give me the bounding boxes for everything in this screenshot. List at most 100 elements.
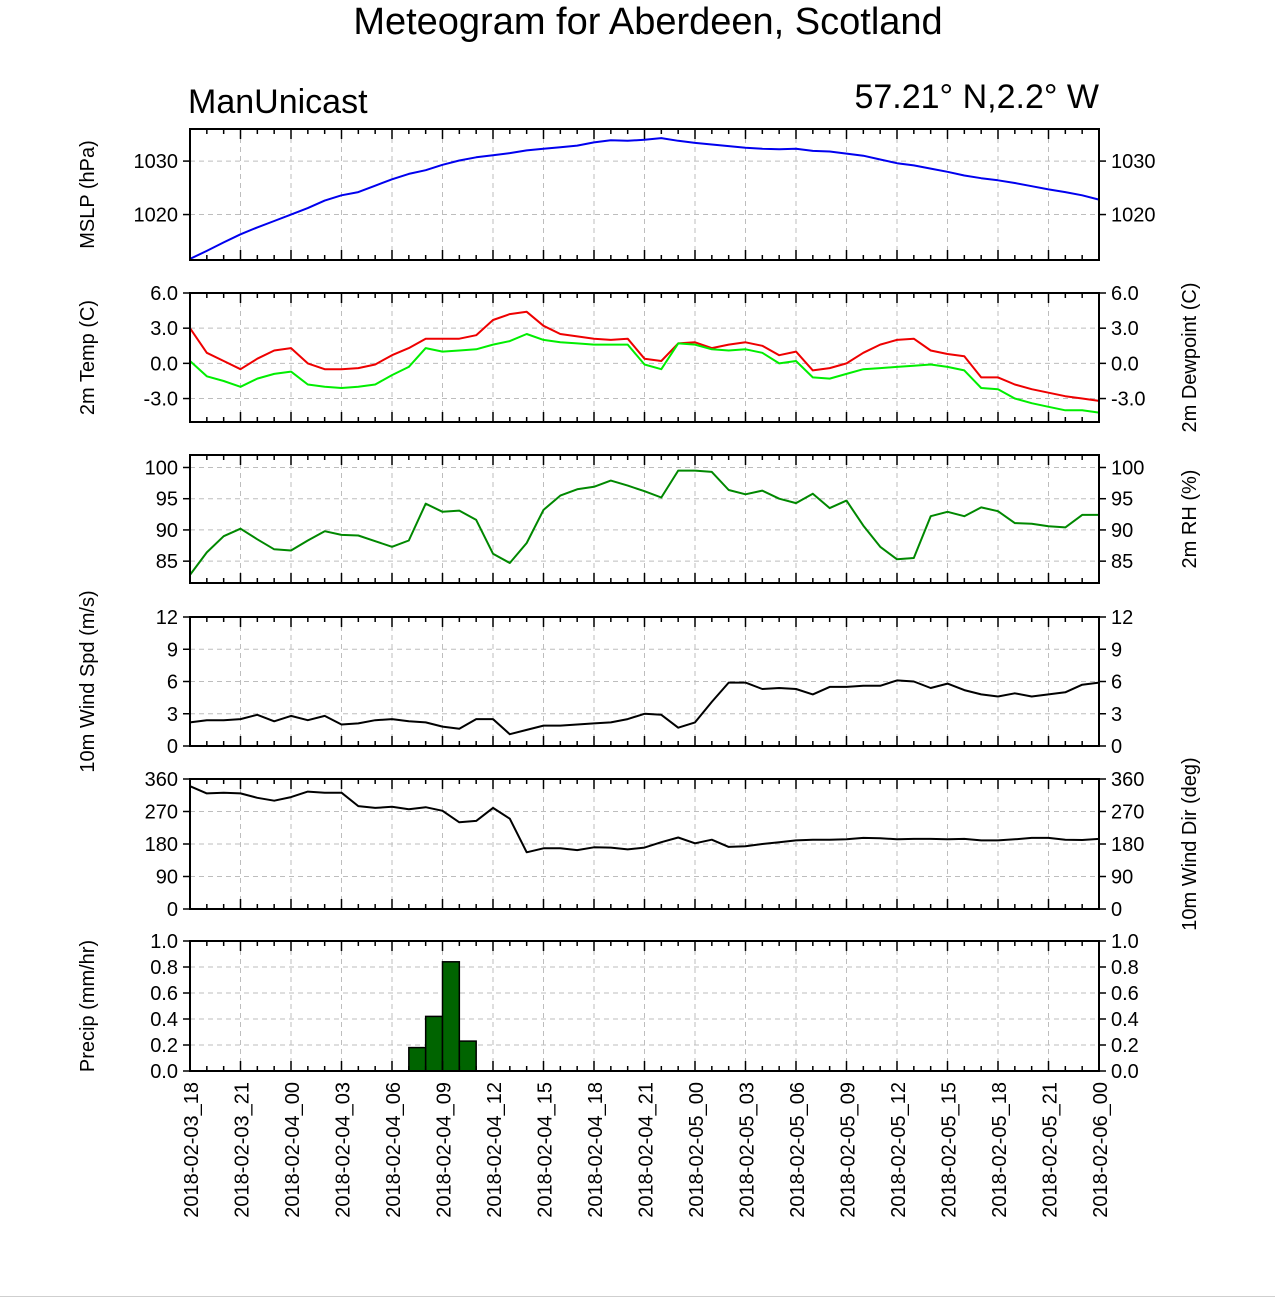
series-line-temp-1 — [189, 333, 1100, 414]
panel-precip: 0.0 0.0 0.2 0.2 0.4 0.4 0.6 0.6 0.8 0.8 1.0 1.0 Prec… — [77, 931, 1139, 1083]
panel-mslp: 1020 1020 1030 1030 MSLP (hPa) — [77, 128, 1156, 261]
y-tick-label-left: 0.0 — [150, 1061, 178, 1083]
y-tick-label-left: 90 — [156, 520, 178, 542]
y-tick-label-left: 1.0 — [150, 931, 178, 953]
series-line-wspd-0 — [189, 679, 1100, 736]
y-tick-label-left: -3.0 — [144, 389, 178, 411]
x-tick-label: 2018-02-03_18 — [181, 1082, 203, 1218]
x-tick-label: 2018-02-03_21 — [232, 1082, 254, 1218]
y-tick-label-left: 0.6 — [150, 983, 178, 1005]
y-tick-label-left: 0 — [167, 736, 178, 758]
y-tick-label-right: 1020 — [1111, 205, 1156, 227]
x-tick-label: 2018-02-04_18 — [585, 1082, 607, 1218]
y-tick-label-left: 6 — [167, 672, 178, 694]
location-coordinates: 57.21° N,2.2° W — [854, 78, 1099, 116]
x-tick-label: 2018-02-06_00 — [1090, 1082, 1112, 1218]
series-line-mslp-0 — [189, 137, 1100, 260]
y-tick-label-right: 95 — [1111, 489, 1133, 511]
x-tick-label: 2018-02-05_18 — [989, 1082, 1011, 1218]
y-tick-label-left: 90 — [156, 867, 178, 889]
y-tick-label-right: 270 — [1111, 802, 1144, 824]
y-tick-label-right: 9 — [1111, 639, 1122, 661]
y-tick-label-left: 270 — [145, 802, 178, 824]
divider — [0, 1296, 1275, 1297]
y-tick-label-right: 6 — [1111, 672, 1122, 694]
y-tick-label-right: 100 — [1111, 457, 1144, 479]
panel-rh: 85 85 90 90 95 95 100 100 2m RH (%) — [145, 454, 1201, 584]
x-tick-label: 2018-02-05_03 — [737, 1082, 759, 1218]
y-axis-label-left: MSLP (hPa) — [77, 140, 99, 249]
x-tick-label: 2018-02-05_06 — [787, 1082, 809, 1218]
precip-bar — [441, 961, 461, 1072]
y-tick-label-right: 90 — [1111, 867, 1133, 889]
panel-wspd: 0 0 3 3 6 6 9 9 12 12 10m Wind Spd (m/s) — [77, 590, 1133, 772]
y-tick-label-right: 0.8 — [1111, 957, 1139, 979]
y-tick-label-right: 0.2 — [1111, 1035, 1139, 1057]
y-tick-label-right: 3.0 — [1111, 318, 1139, 340]
y-tick-label-right: 360 — [1111, 769, 1144, 791]
y-axis-label-left: Precip (mm/hr) — [77, 940, 99, 1072]
x-tick-label: 2018-02-04_09 — [434, 1082, 456, 1218]
y-tick-label-right: 0 — [1111, 736, 1122, 758]
y-tick-label-left: 360 — [145, 769, 178, 791]
y-tick-label-right: 6.0 — [1111, 283, 1139, 305]
y-tick-label-right: 3 — [1111, 704, 1122, 726]
y-tick-label-left: 9 — [167, 639, 178, 661]
y-tick-label-right: 12 — [1111, 607, 1133, 629]
y-tick-label-left: 3 — [167, 704, 178, 726]
precip-bar — [424, 1015, 444, 1072]
x-tick-label: 2018-02-04_06 — [383, 1082, 405, 1218]
y-tick-label-right: 0.4 — [1111, 1009, 1139, 1031]
series-line-rh-0 — [189, 469, 1099, 576]
x-tick-label: 2018-02-04_03 — [333, 1082, 355, 1218]
y-tick-label-left: 3.0 — [150, 318, 178, 340]
y-tick-label-left: 0.2 — [150, 1035, 178, 1057]
time-axis: 2018-02-03_18 2018-02-03_21 2018-02-04_00 2… — [181, 1082, 1112, 1218]
y-axis-label-right: 2m RH (%) — [1179, 470, 1201, 569]
series-line-wdir-0 — [189, 785, 1100, 854]
y-tick-label-left: 1030 — [134, 151, 179, 173]
y-tick-label-right: 180 — [1111, 834, 1144, 856]
x-tick-label: 2018-02-05_12 — [888, 1082, 910, 1218]
y-tick-label-left: 85 — [156, 551, 178, 573]
y-tick-label-right: 0 — [1111, 899, 1122, 921]
y-tick-label-left: 0 — [167, 899, 178, 921]
x-tick-label: 2018-02-05_21 — [1040, 1082, 1062, 1218]
model-name: ManUnicast — [188, 83, 368, 121]
y-tick-label-right: 0.6 — [1111, 983, 1139, 1005]
precip-bar — [408, 1046, 427, 1072]
y-axis-label-right: 2m Dewpoint (C) — [1179, 282, 1201, 432]
y-tick-label-left: 100 — [145, 457, 178, 479]
x-tick-label: 2018-02-05_15 — [939, 1082, 961, 1218]
x-tick-label: 2018-02-04_21 — [636, 1082, 658, 1218]
y-tick-label-right: 0.0 — [1111, 353, 1139, 375]
y-tick-label-right: 1.0 — [1111, 931, 1139, 953]
panel-wdir: 0 0 90 90 180 180 270 270 360 360 10m Wind Dir (de… — [145, 757, 1201, 930]
y-tick-label-left: 0.8 — [150, 957, 178, 979]
y-tick-label-right: 1030 — [1111, 151, 1156, 173]
x-tick-label: 2018-02-04_12 — [484, 1082, 506, 1218]
y-axis-label-right: 10m Wind Dir (deg) — [1179, 757, 1201, 930]
panel-temp: -3.0 -3.0 0.0 0.0 3.0 3.0 6.0 6.0 2m Temp (C) 2m … — [77, 282, 1201, 432]
x-tick-label: 2018-02-05_00 — [686, 1082, 708, 1218]
x-tick-label: 2018-02-04_15 — [535, 1082, 557, 1218]
y-tick-label-left: 6.0 — [150, 283, 178, 305]
y-tick-label-left: 12 — [156, 607, 178, 629]
x-tick-label: 2018-02-04_00 — [282, 1082, 304, 1218]
y-tick-label-right: 90 — [1111, 520, 1133, 542]
y-tick-label-right: -3.0 — [1111, 389, 1145, 411]
precip-bar — [458, 1040, 477, 1072]
y-tick-label-right: 0.0 — [1111, 1061, 1139, 1083]
y-tick-label-left: 95 — [156, 489, 178, 511]
chart-title: Meteogram for Aberdeen, Scotland — [353, 1, 942, 43]
y-tick-label-left: 180 — [145, 834, 178, 856]
y-axis-label-left: 10m Wind Spd (m/s) — [77, 590, 99, 772]
y-tick-label-left: 1020 — [134, 205, 179, 227]
x-tick-label: 2018-02-05_09 — [838, 1082, 860, 1218]
y-axis-label-left: 2m Temp (C) — [77, 300, 99, 415]
y-tick-label-left: 0.4 — [150, 1009, 178, 1031]
y-tick-label-right: 85 — [1111, 551, 1133, 573]
series-line-temp-0 — [189, 310, 1100, 402]
